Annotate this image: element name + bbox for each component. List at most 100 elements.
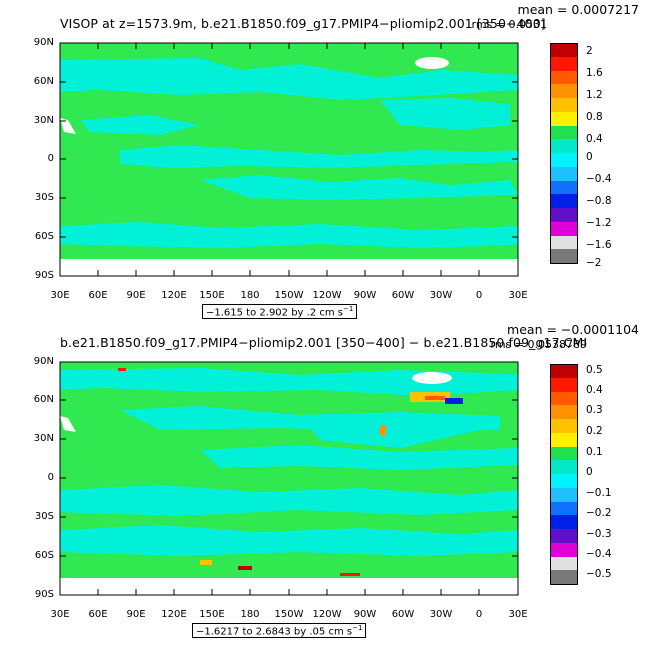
legend-label: 1.6 <box>586 67 603 79</box>
legend-swatch <box>550 460 578 475</box>
mean-stat: mean = 0.0007217 <box>517 2 639 17</box>
legend-label: −0.8 <box>586 195 612 207</box>
legend-label: −0.1 <box>586 487 612 499</box>
x-label: 90E <box>126 609 146 620</box>
ice-patch <box>415 57 449 69</box>
legend-swatch <box>550 139 578 154</box>
x-label: 60E <box>88 609 108 620</box>
legend-swatch <box>550 432 578 448</box>
legend-swatch <box>550 570 578 585</box>
legend-label: 0 <box>586 466 593 478</box>
y-label: 90S <box>34 270 54 281</box>
legend-label: −1.6 <box>586 239 612 251</box>
mean-stat: mean = −0.0001104 <box>507 322 639 337</box>
legend-swatch <box>550 474 578 489</box>
legend-label: 0.2 <box>586 425 603 437</box>
y-label: 90N <box>33 356 54 367</box>
x-label: 120W <box>312 609 342 620</box>
y-label: 30S <box>34 511 54 522</box>
x-label: 30W <box>429 609 453 620</box>
x-label: 120E <box>161 290 187 301</box>
map-plot <box>59 361 519 596</box>
y-label: 0 <box>47 472 54 483</box>
legend-swatch <box>550 166 578 182</box>
x-label: 150E <box>199 609 225 620</box>
legend-swatch <box>550 194 578 209</box>
x-label: 120E <box>161 609 187 620</box>
legend-swatch <box>550 180 578 196</box>
x-label: 30E <box>50 290 70 301</box>
legend-swatch <box>550 556 578 572</box>
legend-swatch <box>550 529 578 544</box>
x-ticks <box>59 43 519 276</box>
rms-stat: rms = 0.0538789 <box>490 338 587 351</box>
legend-label: 0.4 <box>586 384 603 396</box>
y-label: 60N <box>33 394 54 405</box>
contour-range-label: −1.615 to 2.902 by .2 cm s−1 <box>202 304 358 320</box>
legend-swatch <box>550 419 578 434</box>
legend-label: −0.2 <box>586 507 612 519</box>
legend-swatch <box>550 153 578 168</box>
x-label: 30W <box>429 290 453 301</box>
y-label: 60S <box>34 231 54 242</box>
x-label: 60E <box>88 290 108 301</box>
rms-stat: rms = 0.0531 <box>471 18 547 31</box>
x-label: 150W <box>274 609 304 620</box>
y-label: 90S <box>34 589 54 600</box>
ice-patch <box>412 372 452 384</box>
y-label: 60S <box>34 550 54 561</box>
legend-swatch <box>550 111 578 127</box>
legend-label: 0.5 <box>586 364 603 376</box>
plot-title: b.e21.B1850.f09_g17.PMIP4−pliomip2.001 [… <box>60 335 588 350</box>
x-label: 180 <box>240 609 260 620</box>
x-label: 30E <box>508 290 528 301</box>
contour-range-label: −1.6217 to 2.6843 by .05 cm s−1 <box>192 623 367 639</box>
legend-swatch <box>550 125 578 141</box>
x-label: 30E <box>50 609 70 620</box>
x-label: 30E <box>508 609 528 620</box>
legend-label: 1.2 <box>586 89 603 101</box>
y-ticks <box>60 361 518 596</box>
y-label: 30N <box>33 433 54 444</box>
legend-swatch <box>550 70 578 86</box>
legend-swatch <box>550 208 578 223</box>
x-label: 90E <box>126 290 146 301</box>
legend-swatch <box>550 391 578 407</box>
legend-label: 2 <box>586 45 593 57</box>
legend-swatch <box>550 446 578 462</box>
legend-label: 0 <box>586 151 593 163</box>
plot-title: VISOP at z=1573.9m, b.e21.B1850.f09_g17.… <box>60 16 546 31</box>
legend-label: 0.4 <box>586 133 603 145</box>
x-label: 150W <box>274 290 304 301</box>
x-label: 150E <box>199 290 225 301</box>
legend-label: −0.5 <box>586 568 612 580</box>
legend-swatch <box>550 98 578 113</box>
x-label: 120W <box>312 290 342 301</box>
y-label: 30N <box>33 115 54 126</box>
legend-swatch <box>550 235 578 251</box>
panel-top: VISOP at z=1573.9m, b.e21.B1850.f09_g17.… <box>0 0 647 323</box>
legend-label: −0.4 <box>586 548 612 560</box>
field-patches <box>60 368 518 556</box>
legend-swatch <box>550 84 578 99</box>
y-label: 0 <box>47 153 54 164</box>
anomaly-spots <box>118 368 463 576</box>
color-legend: 2 1.6 1.2 0.8 0.4 0 −0.4 −0.8 −1.2 −1.6 … <box>550 43 640 269</box>
y-ticks <box>60 42 518 277</box>
legend-swatch <box>550 377 578 393</box>
legend-swatch <box>550 501 578 517</box>
legend-swatch <box>550 221 578 237</box>
x-label: 180 <box>240 290 260 301</box>
y-label: 60N <box>33 76 54 87</box>
x-label: 0 <box>475 290 483 301</box>
y-label: 30S <box>34 192 54 203</box>
field-patches <box>60 58 518 248</box>
x-ticks <box>59 589 519 595</box>
panel-bottom: b.e21.B1850.f09_g17.PMIP4−pliomip2.001 [… <box>0 320 647 643</box>
legend-swatch <box>550 515 578 530</box>
color-legend: 0.5 0.4 0.3 0.2 0.1 0 −0.1 −0.2 −0.3 −0.… <box>550 364 640 588</box>
legend-swatch <box>550 405 578 420</box>
legend-label: 0.3 <box>586 404 603 416</box>
legend-label: 0.1 <box>586 446 603 458</box>
x-label: 60W <box>391 290 415 301</box>
